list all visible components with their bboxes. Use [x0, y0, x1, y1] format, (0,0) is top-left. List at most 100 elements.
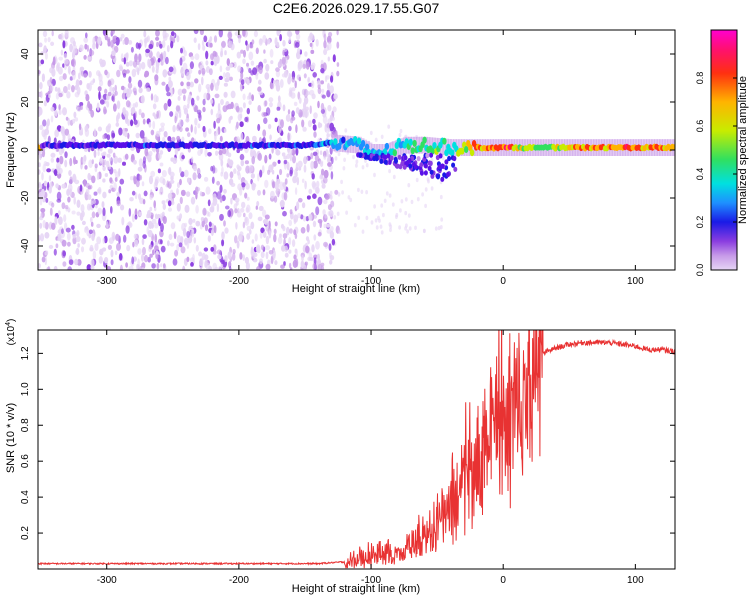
spectrogram-cell: [243, 77, 248, 82]
spectrogram-cell: [143, 219, 148, 226]
spectrogram-cell: [144, 147, 149, 157]
spectrogram-cell: [330, 194, 333, 200]
spectrogram-cell: [408, 163, 413, 169]
spectrogram-cell: [317, 231, 322, 237]
spectrogram-cell: [168, 66, 174, 73]
spectrogram-cell: [81, 210, 85, 218]
spectrogram-cell: [172, 124, 176, 133]
spectrogram-cell: [250, 248, 255, 257]
spectrogram-cell: [130, 107, 136, 114]
spectrogram-cell: [103, 108, 108, 114]
y-tick-label: 20: [20, 96, 31, 108]
spectrogram-cell: [265, 251, 269, 260]
spectrogram-cell: [134, 208, 138, 217]
spectrogram-cell: [243, 49, 246, 58]
spectrogram-cell: [81, 69, 84, 77]
spectrogram-cell: [242, 221, 246, 229]
spectrogram-cell: [153, 200, 156, 209]
spectrogram-cell: [230, 90, 236, 99]
spectrogram-cell: [180, 246, 186, 254]
spectrogram-cell: [242, 102, 246, 109]
spectrogram-cell: [54, 216, 58, 226]
spectrogram-cell: [288, 219, 293, 227]
spectrogram-cell: [430, 186, 434, 191]
spectrogram-cell: [272, 181, 275, 189]
spectrogram-cell: [117, 157, 122, 163]
x-tick-label: -100: [361, 575, 381, 586]
spectrogram-cell: [301, 119, 305, 128]
spectrogram-cell: [42, 220, 46, 228]
spectrogram-cell: [63, 86, 68, 94]
spectrogram-cell: [57, 210, 61, 216]
spectrogram-cell: [111, 50, 116, 57]
spectrogram-cell: [114, 250, 118, 256]
spectrogram-cell: [48, 175, 52, 182]
spectrogram-cell: [262, 231, 267, 239]
spectrogram-cell: [50, 41, 55, 46]
spectrogram-cell: [296, 47, 301, 55]
spectrogram-cell: [429, 169, 434, 175]
spectrogram-cell: [328, 210, 334, 218]
spectrogram-cell: [240, 71, 244, 80]
spectrogram-cell: [302, 63, 306, 70]
spectrogram-cell: [67, 207, 71, 213]
spectrogram-cell: [119, 65, 124, 72]
spectrogram-cell: [99, 58, 103, 65]
spectrogram-cell: [257, 216, 263, 222]
spectrogram-cell: [268, 220, 271, 229]
spectrogram-cell: [295, 107, 300, 114]
spectrogram-cell: [308, 188, 313, 195]
spectrogram-cell: [148, 150, 153, 157]
spectrogram-cell: [78, 72, 81, 80]
spectrogram-cell: [458, 139, 463, 156]
spectrogram-cell: [206, 210, 209, 217]
spectrogram-cell: [166, 92, 171, 97]
spectrogram-cell: [87, 56, 93, 61]
spectrogram-cell: [250, 151, 254, 158]
spectrogram-cell: [357, 215, 361, 220]
spectrogram-cell: [289, 228, 293, 234]
spectrogram-cell: [233, 168, 237, 174]
spectrogram-cell: [86, 264, 92, 270]
spectrogram-cell: [258, 91, 264, 96]
spectrogram-cell: [73, 111, 77, 119]
spectrogram-cell: [201, 40, 205, 47]
spectrogram-cell: [234, 197, 240, 203]
spectrogram-cell: [110, 130, 115, 139]
spectrogram-cell: [300, 227, 306, 234]
spectrogram-cell: [413, 164, 418, 170]
spectrogram-cell: [336, 211, 340, 216]
spectrogram-cell: [85, 93, 90, 102]
spectrogram-cell: [202, 45, 206, 51]
spectrogram-cell: [169, 111, 174, 117]
spectrogram-cell: [135, 42, 140, 49]
spectrogram-cell: [269, 134, 272, 141]
spectrogram-cell: [217, 108, 222, 118]
spectrogram-cell: [61, 239, 67, 247]
spectrogram-cell: [326, 122, 331, 129]
spectrogram-cell: [196, 167, 201, 176]
y-tick-label: 0.4: [20, 490, 31, 504]
spectrogram-cell: [277, 236, 283, 245]
spectrogram-cell: [415, 177, 419, 183]
spectrogram-cell: [47, 266, 51, 270]
spectrogram-cell: [74, 117, 79, 122]
spectrogram-cell: [58, 104, 61, 111]
spectrogram-cell: [61, 228, 64, 235]
spectrogram-cell: [96, 102, 100, 111]
spectrogram-cell: [78, 123, 82, 131]
spectrogram-cell: [127, 88, 133, 95]
spectrogram-cell: [239, 121, 244, 128]
spectrogram-cell: [374, 218, 378, 223]
spectrogram-cell: [279, 181, 284, 191]
spectrogram-cell: [194, 105, 199, 113]
spectrogram-cell: [167, 167, 171, 175]
spectrogram-cell: [91, 233, 95, 241]
spectrogram-cell: [255, 205, 258, 210]
spectrogram-heatmap: [38, 30, 675, 270]
spectrogram-cell: [218, 30, 223, 38]
spectrogram-cell: [223, 220, 226, 227]
spectrogram-cell: [312, 193, 317, 199]
spectrogram-cell: [315, 240, 320, 250]
spectrogram-cell: [308, 213, 313, 221]
